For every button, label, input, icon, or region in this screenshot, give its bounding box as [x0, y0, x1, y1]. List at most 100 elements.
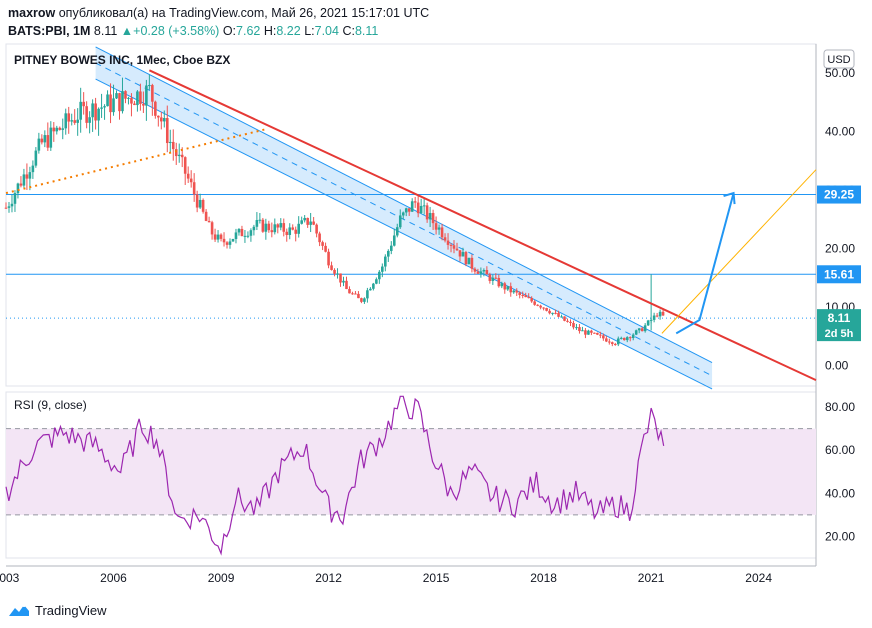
candle-body-161	[485, 269, 489, 275]
candle-body-163	[491, 277, 495, 281]
level-label-bg-1	[817, 265, 861, 284]
candle-body-84	[255, 220, 259, 227]
candle-body-124	[375, 279, 378, 284]
candle-body-97	[294, 229, 298, 234]
candle-body-13	[43, 135, 47, 143]
candle-body-157	[473, 268, 477, 272]
candle-body-6	[22, 174, 26, 186]
price-tick-0: 50.00	[825, 66, 855, 80]
open-value: 7.62	[236, 24, 261, 38]
candle-body-181	[545, 307, 548, 311]
candle-body-1	[7, 206, 11, 208]
candle-body-145	[437, 227, 441, 230]
candle-body-192	[578, 327, 581, 332]
candle-body-81	[246, 235, 250, 237]
candle-body-71	[216, 234, 220, 240]
candle-body-164	[494, 277, 498, 279]
candle-body-142	[428, 213, 432, 220]
candle-body-134	[404, 208, 408, 213]
candle-body-197	[593, 332, 596, 334]
price-labels: 29.25 15.61 8.11 2d 5h	[817, 185, 861, 342]
rsi-title: RSI (9, close)	[14, 398, 87, 412]
channel-median-line	[95, 62, 713, 377]
candle-body-101	[306, 217, 309, 225]
channel-upper-line	[95, 46, 713, 364]
candle-body-116	[351, 293, 354, 295]
author-name[interactable]: maxrow	[8, 6, 56, 20]
footer-brand[interactable]: TradingView	[8, 600, 107, 620]
projection-line	[661, 169, 817, 334]
ohlc-line: BATS:PBI, 1M 8.11 ▲+0.28 (+3.58%) O:7.62…	[8, 22, 429, 40]
price-tick-1: 40.00	[825, 125, 855, 139]
candle-body-67	[204, 211, 208, 221]
candle-body-180	[542, 307, 545, 309]
candle-body-2	[10, 203, 14, 207]
candle-body-174	[524, 295, 527, 298]
candle-body-100	[303, 217, 306, 221]
candle-body-147	[443, 237, 447, 241]
candle-body-23	[73, 120, 76, 123]
candle-body-137	[413, 201, 417, 203]
candle-body-92	[279, 223, 283, 228]
candle-body-50	[154, 101, 157, 116]
candle-body-167	[503, 283, 507, 290]
candle-body-107	[324, 245, 327, 252]
candle-body-144	[434, 223, 438, 230]
candle-body-109	[330, 265, 333, 270]
close-label: C:	[342, 24, 355, 38]
candle-body-139	[419, 205, 423, 214]
publish-info: опубликовал(а) на TradingView.com, Май 2…	[58, 6, 430, 20]
candle-body-208	[625, 337, 629, 341]
candle-body-80	[243, 235, 247, 237]
rsi-tick-1: 60.00	[825, 443, 855, 457]
rsi-band-fill	[6, 428, 816, 515]
rsi-axis[interactable]: 80.00 60.00 40.00 20.00	[825, 400, 855, 543]
high-value: 8.22	[276, 24, 301, 38]
candle-body-52	[160, 117, 163, 122]
low-value: 7.04	[314, 24, 339, 38]
candle-body-91	[276, 224, 280, 228]
candle-body-212	[637, 328, 641, 331]
candle-body-27	[85, 106, 88, 123]
candle-body-151	[455, 248, 459, 251]
trend-drawings[interactable]	[5, 69, 817, 382]
candle-body-136	[410, 201, 414, 212]
price-change: +0.28 (+3.58%)	[133, 24, 220, 38]
candle-body-121	[366, 290, 369, 299]
candle-body-66	[201, 199, 205, 212]
horizontal-levels[interactable]	[6, 194, 816, 319]
candle-body-209	[628, 337, 632, 339]
candle-body-158	[476, 271, 480, 274]
candle-body-114	[345, 280, 348, 290]
high-label: H:	[263, 24, 277, 38]
close-value: 8.11	[354, 24, 379, 38]
candle-body-48	[148, 85, 151, 87]
candle-body-178	[536, 304, 539, 306]
candle-body-186	[560, 316, 563, 318]
regression-channel[interactable]	[95, 46, 713, 390]
candle-body-68	[207, 220, 211, 223]
candle-body-213	[640, 328, 644, 332]
candle-body-37	[115, 93, 118, 99]
candle-body-214	[643, 325, 647, 332]
candle-body-58	[177, 154, 181, 157]
candle-body-30	[94, 103, 97, 121]
currency-box[interactable]	[823, 49, 855, 69]
candle-body-104	[315, 224, 318, 234]
candle-body-132	[398, 215, 402, 228]
candle-body-47	[145, 85, 148, 106]
currency-label: USD	[827, 54, 850, 66]
candle-body-36	[112, 98, 115, 113]
time-tick-5: 2018	[530, 571, 557, 585]
candle-body-29	[91, 103, 94, 118]
candle-body-51	[157, 115, 160, 118]
candle-body-188	[566, 320, 569, 322]
symbol-label[interactable]: BATS:PBI, 1M	[8, 24, 91, 38]
candle-body-65	[198, 199, 202, 208]
time-axis[interactable]: 2003 2006 2009 2012 2015 2018 2021 2024	[0, 571, 772, 585]
candle-body-83	[252, 226, 256, 231]
rsi-tick-2: 40.00	[825, 486, 855, 500]
publish-line: maxrow опубликовал(а) на TradingView.com…	[8, 4, 429, 22]
rsi-band	[6, 428, 816, 516]
